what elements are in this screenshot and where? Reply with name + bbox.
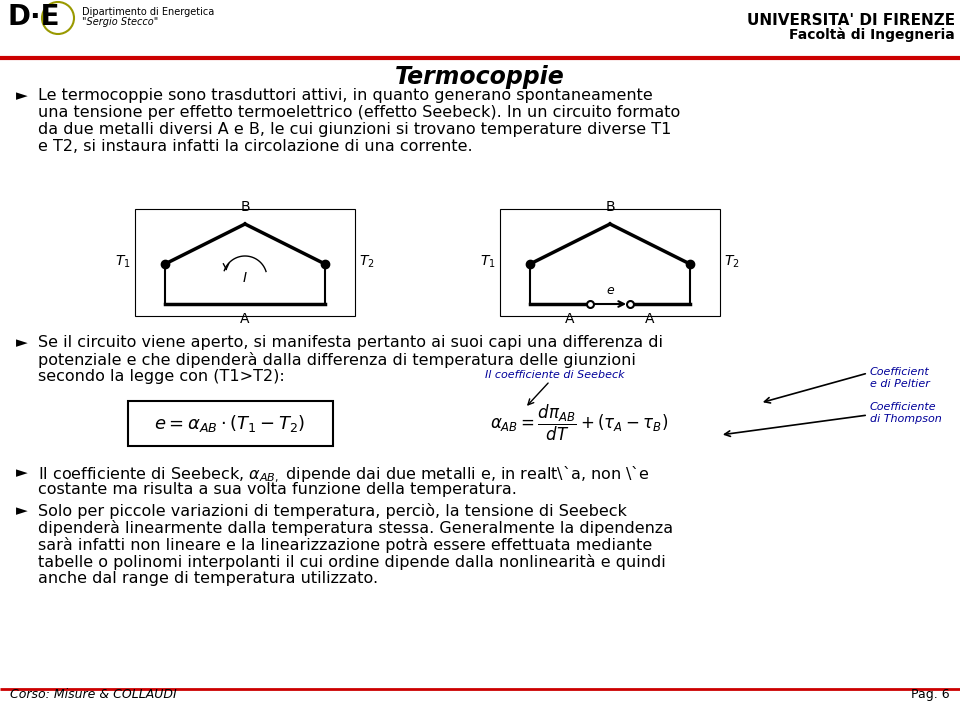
Text: Corso: Misure & COLLAUDI: Corso: Misure & COLLAUDI bbox=[10, 688, 177, 701]
Text: Coefficiente
di Thompson: Coefficiente di Thompson bbox=[870, 402, 942, 424]
Text: e T2, si instaura infatti la circolazione di una corrente.: e T2, si instaura infatti la circolazion… bbox=[38, 139, 472, 154]
Text: $T_2$: $T_2$ bbox=[724, 254, 740, 270]
Text: A: A bbox=[565, 312, 575, 326]
Text: Solo per piccole variazioni di temperatura, perciò, la tensione di Seebeck: Solo per piccole variazioni di temperatu… bbox=[38, 503, 627, 519]
Text: da due metalli diversi A e B, le cui giunzioni si trovano temperature diverse T1: da due metalli diversi A e B, le cui giu… bbox=[38, 122, 671, 137]
Text: A: A bbox=[240, 312, 250, 326]
Text: secondo la legge con (T1>T2):: secondo la legge con (T1>T2): bbox=[38, 369, 285, 384]
Text: Coefficient
e di Peltier: Coefficient e di Peltier bbox=[870, 366, 930, 389]
Text: ►: ► bbox=[16, 503, 28, 518]
Text: B: B bbox=[240, 200, 250, 214]
Text: Le termocoppie sono trasduttori attivi, in quanto generano spontaneamente: Le termocoppie sono trasduttori attivi, … bbox=[38, 88, 653, 103]
Text: A: A bbox=[645, 312, 655, 326]
Text: Dipartimento di Energetica: Dipartimento di Energetica bbox=[82, 7, 214, 17]
Text: e: e bbox=[606, 284, 613, 297]
Text: $e = \alpha_{AB} \cdot (T_1 - T_2)$: $e = \alpha_{AB} \cdot (T_1 - T_2)$ bbox=[155, 413, 305, 434]
Bar bbox=[500, 209, 720, 316]
Bar bbox=[128, 401, 332, 446]
Text: $T_2$: $T_2$ bbox=[359, 254, 374, 270]
Text: una tensione per effetto termoelettrico (effetto Seebeck). In un circuito format: una tensione per effetto termoelettrico … bbox=[38, 105, 681, 120]
Text: Il coefficiente di Seebeck: Il coefficiente di Seebeck bbox=[485, 370, 625, 380]
Text: sarà infatti non lineare e la linearizzazione potrà essere effettuata mediante: sarà infatti non lineare e la linearizza… bbox=[38, 537, 652, 553]
Text: Pag. 6: Pag. 6 bbox=[911, 688, 950, 701]
Text: B: B bbox=[605, 200, 614, 214]
Text: Se il circuito viene aperto, si manifesta pertanto ai suoi capi una differenza d: Se il circuito viene aperto, si manifest… bbox=[38, 335, 663, 350]
Text: "Sergio Stecco": "Sergio Stecco" bbox=[82, 17, 158, 27]
Text: D·E: D·E bbox=[8, 3, 60, 31]
Text: costante ma risulta a sua volta funzione della temperatura.: costante ma risulta a sua volta funzione… bbox=[38, 482, 516, 497]
Text: ►: ► bbox=[16, 335, 28, 350]
Text: $T_1$: $T_1$ bbox=[115, 254, 131, 270]
Text: tabelle o polinomi interpolanti il cui ordine dipende dalla nonlinearità e quind: tabelle o polinomi interpolanti il cui o… bbox=[38, 554, 665, 570]
Text: ►: ► bbox=[16, 88, 28, 103]
Text: potenziale e che dipenderà dalla differenza di temperatura delle giunzioni: potenziale e che dipenderà dalla differe… bbox=[38, 352, 636, 368]
Text: I: I bbox=[243, 271, 247, 285]
Bar bbox=[135, 209, 355, 316]
Text: $\alpha_{AB} = \dfrac{d\pi_{AB}}{dT} + (\tau_A - \tau_B)$: $\alpha_{AB} = \dfrac{d\pi_{AB}}{dT} + (… bbox=[490, 403, 668, 443]
Text: Facoltà di Ingegneria: Facoltà di Ingegneria bbox=[789, 27, 955, 41]
Text: ►: ► bbox=[16, 465, 28, 480]
Text: UNIVERSITA' DI FIRENZE: UNIVERSITA' DI FIRENZE bbox=[747, 13, 955, 28]
Text: Il coefficiente di Seebeck, $\alpha_{AB,}$ dipende dai due metalli e, in realt\`: Il coefficiente di Seebeck, $\alpha_{AB,… bbox=[38, 465, 650, 486]
Text: dipenderà linearmente dalla temperatura stessa. Generalmente la dipendenza: dipenderà linearmente dalla temperatura … bbox=[38, 520, 673, 536]
Text: anche dal range di temperatura utilizzato.: anche dal range di temperatura utilizzat… bbox=[38, 571, 378, 586]
Text: Termocoppie: Termocoppie bbox=[396, 65, 564, 89]
Text: $T_1$: $T_1$ bbox=[480, 254, 496, 270]
